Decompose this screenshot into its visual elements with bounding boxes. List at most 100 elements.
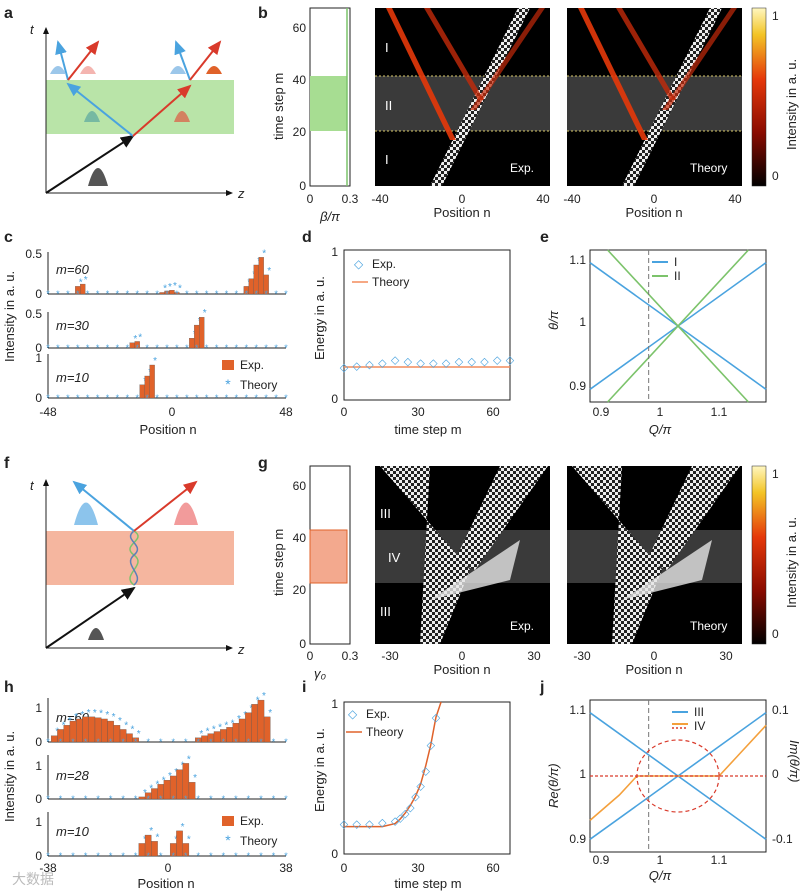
theory-zero-r0--30: *	[71, 737, 75, 747]
theory-marker-r1-7: *	[187, 754, 191, 765]
exp-bar-r1-4	[163, 779, 171, 800]
theory-marker-r0-9: *	[262, 248, 266, 259]
b-exp-xtick-2: 0	[459, 192, 466, 206]
d-exp-point-13: ◇	[506, 355, 515, 367]
exp-bar-r0-2	[63, 725, 71, 743]
g-exp-xtick-1: -30	[381, 649, 399, 663]
g-theory-xtick-3: 30	[719, 649, 733, 663]
g-ytick-60: 60	[293, 479, 307, 493]
theory-zero-r1-26: *	[247, 794, 251, 804]
exp-bar-r0-25	[263, 716, 271, 743]
transmitted-out-arrow-2	[189, 40, 222, 81]
g-gamma-label: γ₀	[314, 666, 327, 681]
theory-zero-r2-34: *	[272, 851, 276, 861]
exp-bar-r0-7	[248, 278, 254, 295]
exp-bar-r0-6	[88, 716, 96, 743]
i-exp-point-6: ◇	[401, 808, 410, 820]
e-curve-3	[607, 249, 749, 403]
theory-zero-r0--48: *	[46, 289, 50, 299]
theory-marker-r0-24: *	[262, 691, 266, 702]
h-row60-ytick-1: 1	[35, 701, 42, 715]
theory-zero-r2--6: *	[146, 851, 150, 861]
d-xtick-0: 0	[341, 405, 348, 419]
theory-zero-r2-22: *	[234, 851, 238, 861]
exp-bar-r0-23	[251, 704, 258, 743]
g-theory-label: Theory	[690, 619, 727, 633]
theory-zero-r0--18: *	[109, 737, 113, 747]
theory-marker-r0-9: *	[112, 712, 116, 723]
theory-marker-r0-5: *	[178, 283, 182, 294]
theory-zero-r2-12: *	[195, 393, 199, 403]
theory-marker-r0-1: *	[84, 275, 88, 286]
theory-zero-r0--4: *	[155, 289, 159, 299]
i-exp-point-9: ◇	[416, 781, 425, 793]
d-legend-exp: Exp.	[372, 257, 396, 271]
theory-zero-r0-30: *	[259, 737, 263, 747]
j-ytick-1: 1	[579, 767, 586, 781]
e-xlabel: Q/π	[649, 422, 672, 437]
i-legend-exp: Exp.	[366, 707, 390, 721]
b-beta-tick-0: 0	[307, 192, 314, 206]
theory-marker-r0-5: *	[87, 708, 91, 719]
theory-zero-r1--12: *	[135, 343, 139, 353]
c-row60-ytick-0: 0	[35, 287, 42, 301]
out-pulse-4	[206, 66, 222, 74]
theory-zero-r2--38: *	[46, 851, 50, 861]
theory-zero-r2--18: *	[109, 851, 113, 861]
theory-zero-r0--34: *	[59, 737, 63, 747]
theory-zero-r2-20: *	[215, 393, 219, 403]
d-plot-frame	[343, 249, 511, 401]
theory-zero-r0-26: *	[247, 737, 251, 747]
theory-zero-r2-14: *	[209, 851, 213, 861]
j-curve-3	[718, 724, 767, 777]
c-row60-ytick-05: 0.5	[25, 247, 42, 261]
j-curve-2	[589, 775, 638, 821]
i-ylabel: Energy in a. u.	[312, 728, 327, 812]
h-row60-ytick-0: 0	[35, 735, 42, 749]
panel-label-d: d	[302, 229, 312, 246]
i-exp-point-5: ◇	[396, 813, 405, 825]
theory-zero-r1-24: *	[225, 343, 229, 353]
g-theory-xtick-1: -30	[573, 649, 591, 663]
e-legend-i: I	[674, 255, 677, 269]
g-gamma-tick-03: 0.3	[342, 649, 359, 663]
theory-marker-r0-17: *	[218, 723, 222, 734]
panel-label-f: f	[4, 455, 10, 472]
theory-zero-r0--14: *	[121, 737, 125, 747]
h-legend-exp: Exp.	[240, 814, 264, 828]
j-xtick-1: 1	[657, 853, 664, 867]
g-ytick-40: 40	[293, 531, 307, 545]
panel-label-e: e	[540, 229, 549, 246]
theory-marker-r2-4: *	[181, 822, 185, 833]
d-ytick-1: 1	[331, 245, 338, 259]
theory-zero-r0--38: *	[46, 737, 50, 747]
j-ylabel-left: Re(θ/π)	[546, 763, 561, 808]
panel-label-j: j	[539, 679, 544, 696]
d-legend-exp-marker: ◇	[354, 257, 364, 271]
h-row-label-28: m=28	[56, 768, 90, 783]
theory-zero-r1--36: *	[76, 343, 80, 353]
theory-zero-r1--48: *	[46, 343, 50, 353]
exp-bar-r0-1	[80, 283, 86, 295]
theory-zero-r1--28: *	[96, 343, 100, 353]
i-xtick-30: 30	[411, 861, 425, 875]
theory-zero-r0-28: *	[235, 289, 239, 299]
exp-bar-r2-2	[149, 364, 155, 399]
theory-zero-r1--8: *	[145, 343, 149, 353]
theory-marker-r0-11: *	[124, 720, 128, 731]
panel-b: 0 20 40 60 time step m 0 0.3 β/π I II I …	[271, 7, 799, 224]
b-colorbar	[751, 7, 767, 187]
theory-marker-r1-1: *	[138, 332, 142, 343]
theory-zero-r1-30: *	[259, 794, 263, 804]
transmitted-out-arrow-1	[67, 40, 100, 81]
b-beta-tick-03: 0.3	[342, 192, 359, 206]
exp-bar-r2-5	[182, 843, 190, 857]
d-exp-point-0: ◇	[340, 362, 349, 374]
theory-marker-r0-18: *	[224, 720, 228, 731]
theory-zero-r2--10: *	[134, 851, 138, 861]
g-exp-region-iii-top: III	[380, 506, 391, 521]
b-ytick-40: 40	[293, 73, 307, 87]
i-exp-point-8: ◇	[411, 791, 420, 803]
panel-label-b: b	[258, 5, 268, 22]
